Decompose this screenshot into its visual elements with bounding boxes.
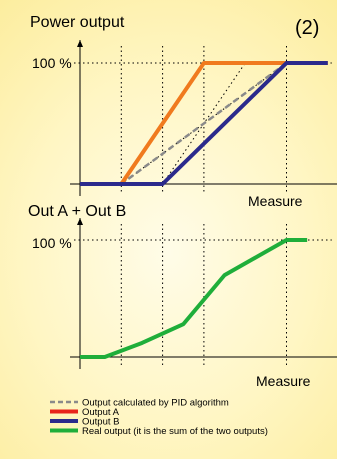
bottom-series-real-output-it-is-the-sum-of	[80, 238, 308, 359]
top-y-axis-arrow	[77, 40, 83, 47]
top-series-output-b	[80, 61, 328, 186]
bottom-ytick-label: 100 %	[32, 235, 72, 251]
chart-badge: (2)	[295, 17, 319, 39]
legend-item: Output calculated by PID algorithm	[50, 398, 229, 409]
legend-item: Output B	[50, 417, 120, 428]
legend-item: Output A	[50, 407, 120, 418]
legend-label: Output B	[82, 417, 120, 428]
legend-label: Real output (it is the sum of the two ou…	[82, 426, 268, 437]
legend-item: Real output (it is the sum of the two ou…	[50, 426, 268, 437]
legend-label: Output calculated by PID algorithm	[82, 398, 229, 409]
top-series-output-calculated-by-pid-alg	[80, 61, 328, 186]
top-chart-title: Power output	[30, 14, 125, 31]
bottom-chart-title: Out A + Out B	[28, 203, 126, 220]
bottom-xaxis-label: Measure	[256, 373, 311, 389]
legend-label: Output A	[82, 407, 120, 418]
top-ytick-label: 100 %	[32, 55, 72, 71]
bottom-y-axis-arrow	[77, 218, 83, 225]
top-xaxis-label: Measure	[248, 193, 303, 209]
